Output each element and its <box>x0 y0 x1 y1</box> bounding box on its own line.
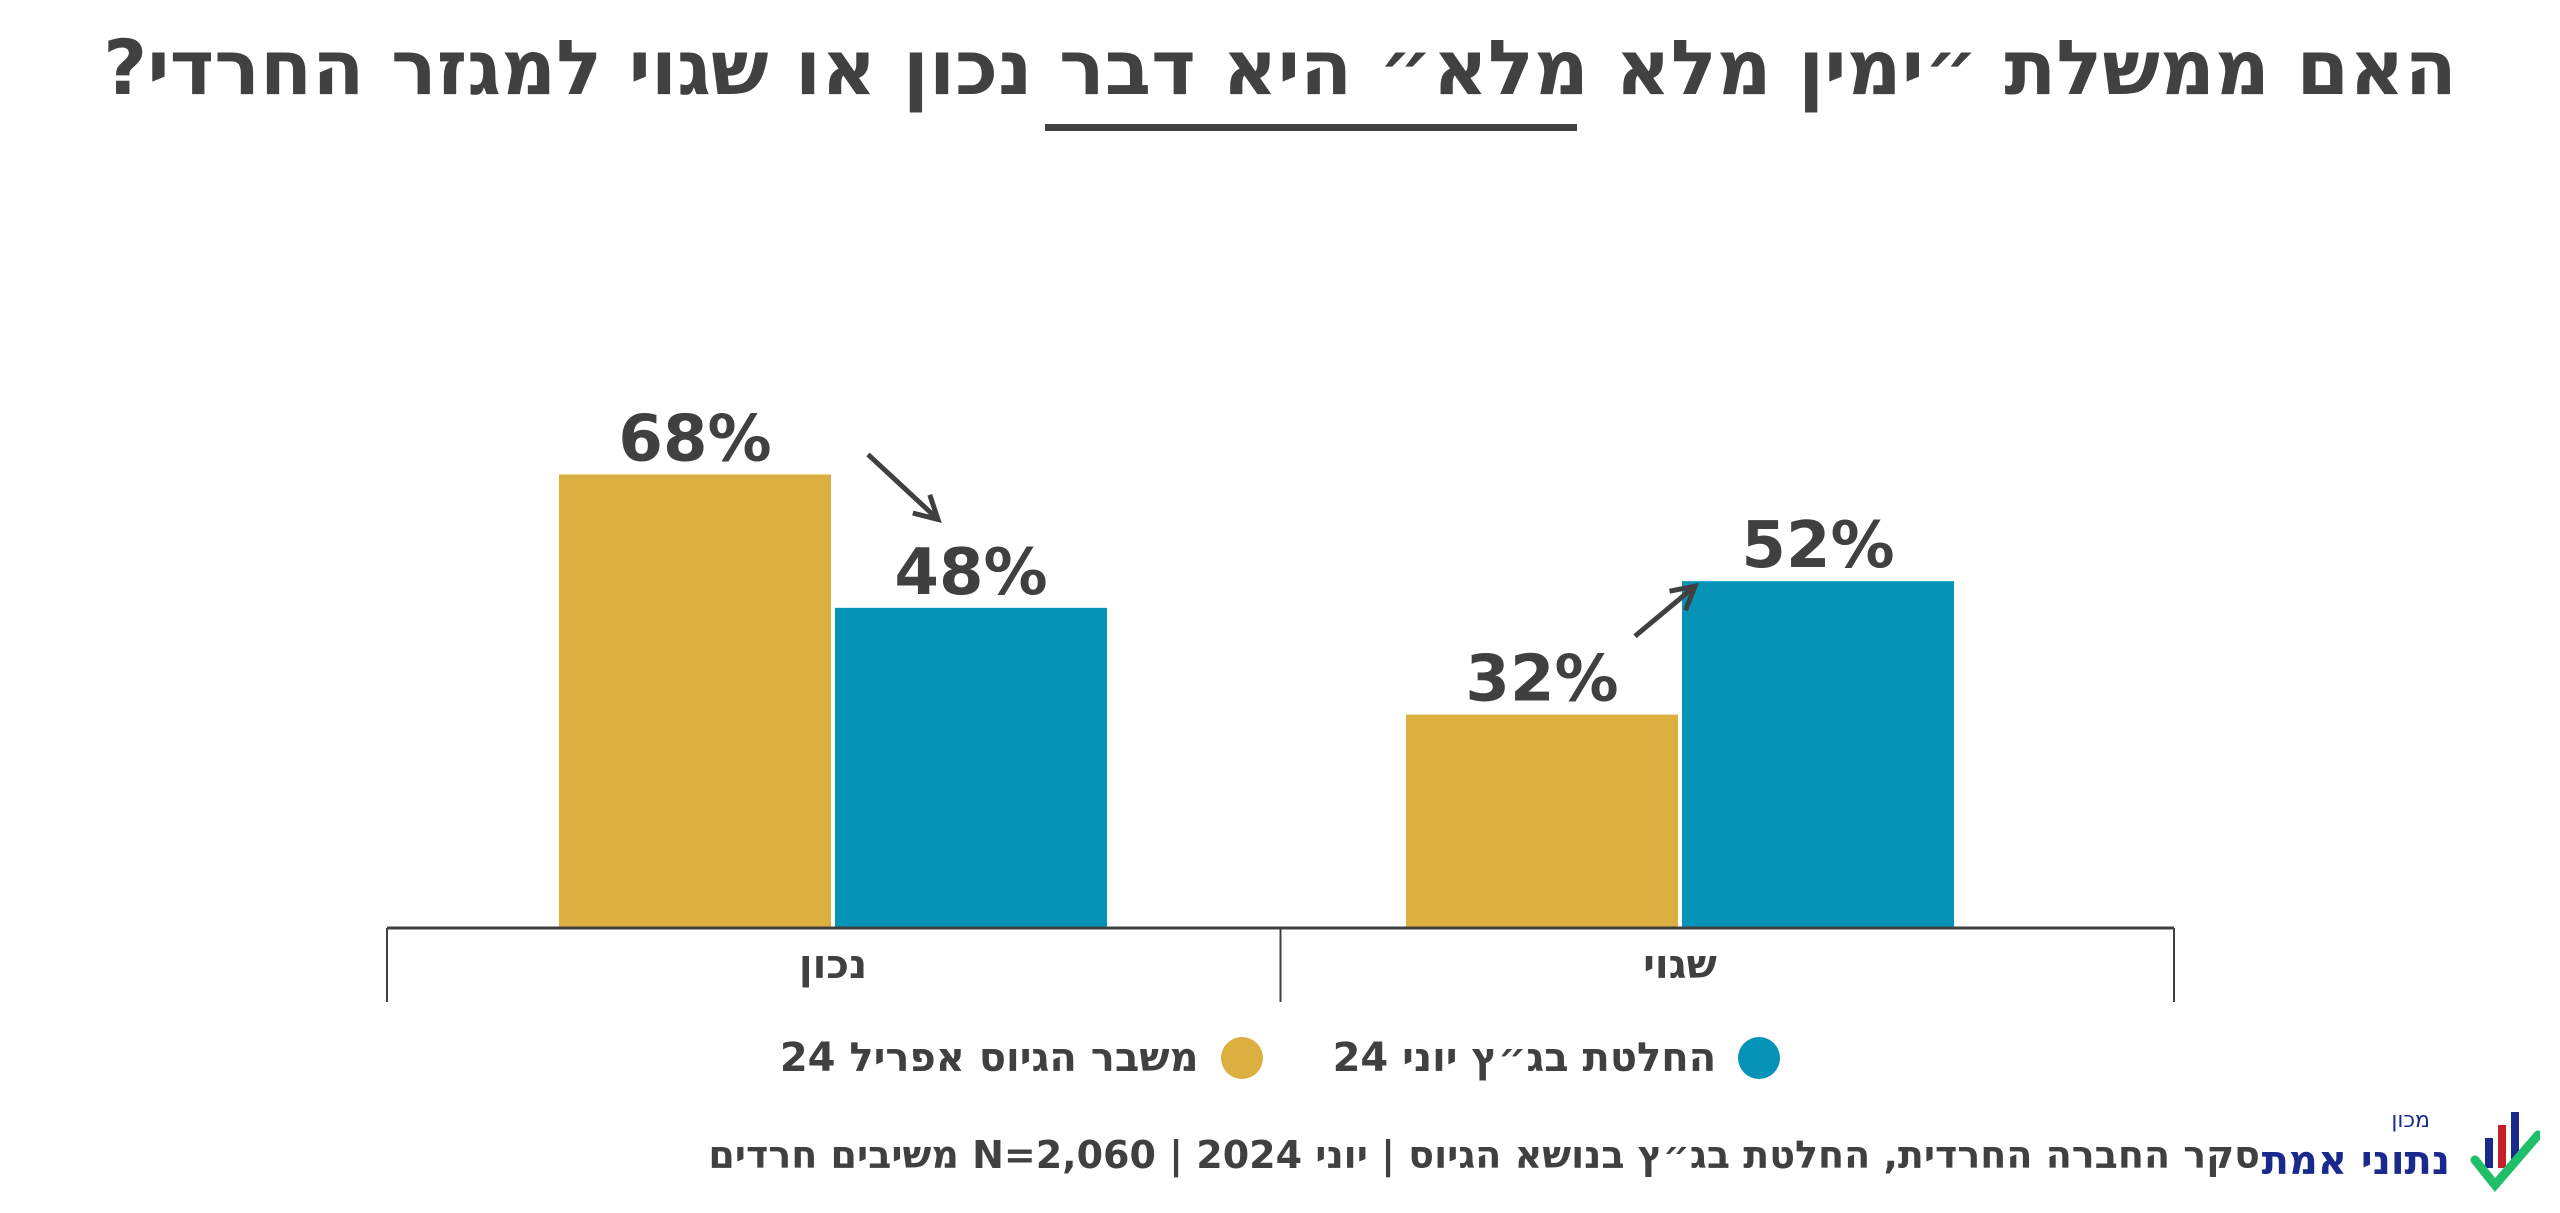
legend-label-june: החלטת בג״ץ יוני 24 <box>1332 1035 1717 1081</box>
category-label-0: נכון <box>799 942 867 988</box>
bar-chart: 68% 48% נכון 32% 52% שגוי <box>386 402 2175 1002</box>
chart-title: האם ממשלת ״ימין מלא מלא״ היא דבר נכון או… <box>103 23 2457 112</box>
legend-swatch-april <box>1220 1037 1263 1079</box>
bar-0-1 <box>835 607 1107 928</box>
value-label-1-1: 52% <box>1741 509 1894 583</box>
survey-footer: סקר החברה החרדית, החלטת בג״ץ בנושא הגיוס… <box>708 1133 2260 1177</box>
bar-0-0 <box>559 474 831 928</box>
bar-1-1 <box>1682 581 1954 928</box>
legend-label-april: משבר הגיוס אפריל 24 <box>779 1035 1199 1081</box>
trend-arrow-head-1 <box>1669 582 1700 612</box>
logo-icon <box>2470 1112 2540 1193</box>
value-label-1-0: 32% <box>1465 643 1618 717</box>
legend-swatch-june <box>1738 1037 1781 1079</box>
logo-text: נתוני אמת <box>2261 1138 2450 1184</box>
trend-arrow-head-0 <box>912 493 942 523</box>
logo-small-text: מכון <box>2391 1108 2430 1133</box>
legend-item-april: משבר הגיוס אפריל 24 <box>780 1035 1263 1081</box>
category-label-1: שגוי <box>1643 942 1717 988</box>
trend-arrow-line-1 <box>1633 584 1697 639</box>
legend: החלטת בג״ץ יוני 24 משבר הגיוס אפריל 24 <box>0 1035 2560 1081</box>
legend-item-june: החלטת בג״ץ יוני 24 <box>1333 1035 1781 1081</box>
title-underline <box>1045 124 1577 131</box>
value-label-0-0: 68% <box>618 402 771 476</box>
value-label-0-1: 48% <box>894 536 1047 610</box>
trend-arrow-line-0 <box>866 452 940 522</box>
bar-1-0 <box>1406 714 1678 928</box>
